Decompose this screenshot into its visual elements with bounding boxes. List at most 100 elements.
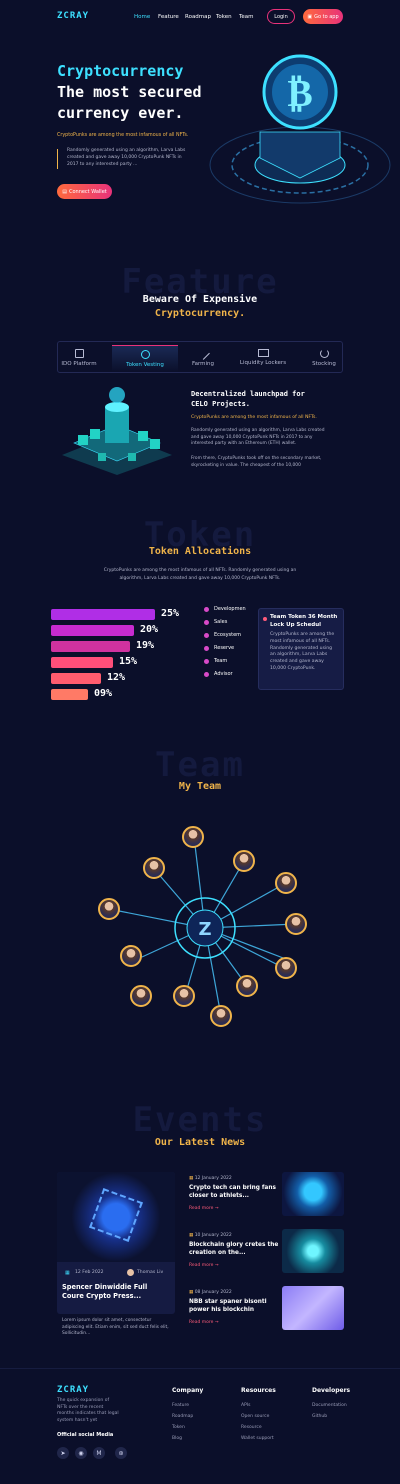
tab-liquidity-lockers[interactable]: Liquidity Lockers xyxy=(230,345,296,372)
footer-link[interactable]: Open source xyxy=(241,1414,270,1419)
lockup-title-2: Lock Up Schedul xyxy=(270,622,322,628)
footer-link[interactable]: Documentation xyxy=(312,1403,347,1408)
news-title-2[interactable]: power his blockchin xyxy=(189,1307,254,1313)
read-more-link[interactable]: Read more → xyxy=(189,1320,219,1325)
arrow-right-icon: → xyxy=(213,1206,219,1211)
legend-label: Ecosystem xyxy=(214,632,242,638)
nav-token[interactable]: Token xyxy=(216,14,232,20)
allocation-bar xyxy=(51,657,113,668)
legend-dot xyxy=(204,619,209,625)
telegram-icon[interactable]: ➤ xyxy=(57,1447,69,1459)
team-avatar[interactable] xyxy=(130,985,152,1007)
news-title: Our Latest News xyxy=(154,1137,246,1148)
nav-team[interactable]: Team xyxy=(239,14,254,20)
read-more-label: Read more xyxy=(189,1320,214,1325)
legend-label: Developmen xyxy=(214,606,246,612)
feature-ghost-heading: Feature xyxy=(121,262,279,302)
tab-stocking[interactable]: Stocking xyxy=(291,345,357,372)
nav-feature[interactable]: Feature xyxy=(158,14,179,20)
logo[interactable]: ZCRAY xyxy=(57,11,90,21)
footer-link[interactable]: Token xyxy=(172,1425,185,1430)
legend-item: Sales xyxy=(204,619,227,625)
discord-icon[interactable]: ◉ xyxy=(75,1447,87,1459)
news-date: ▦ 12 January 2022 xyxy=(189,1175,232,1182)
allocation-percent: 19% xyxy=(136,640,155,651)
calendar-icon: ▦ xyxy=(189,1290,195,1295)
team-avatar[interactable] xyxy=(236,975,258,997)
bitcoin-icon: ₿ xyxy=(287,71,312,115)
team-avatar[interactable] xyxy=(120,945,142,967)
nav-roadmap[interactable]: Roadmap xyxy=(185,14,212,20)
footer-link[interactable]: Resource xyxy=(241,1425,262,1430)
feature-title-2: Cryptocurrency. xyxy=(154,308,246,319)
footer-col-developers-title: Developers xyxy=(312,1387,351,1394)
footer-logo[interactable]: ZCRAY xyxy=(57,1385,90,1395)
footer-link[interactable]: Blog xyxy=(172,1436,182,1441)
featured-title-1: Spencer Dinwiddie Full xyxy=(62,1283,148,1291)
layers-icon xyxy=(74,349,84,358)
team-avatar[interactable] xyxy=(233,850,255,872)
news-title-1[interactable]: NBB star spaner bisonti xyxy=(189,1299,267,1305)
feature-heading-1: Decentralized launchpad for xyxy=(191,390,305,398)
read-more-label: Read more xyxy=(189,1206,214,1211)
calendar-icon: ▦ xyxy=(65,1270,70,1276)
team-avatar[interactable] xyxy=(210,1005,232,1027)
footer-link[interactable]: Github xyxy=(312,1414,328,1419)
team-avatar[interactable] xyxy=(173,985,195,1007)
news-thumbnail[interactable] xyxy=(282,1172,344,1216)
legend-dot xyxy=(204,606,209,612)
hero-description: Randomly generated using an algorithm, L… xyxy=(67,148,186,167)
allocation-percent: 15% xyxy=(119,656,138,667)
pedestal xyxy=(259,131,341,179)
legend-item: Advisor xyxy=(204,671,233,677)
team-avatar[interactable] xyxy=(285,913,307,935)
allocation-percent: 12% xyxy=(107,672,126,683)
team-avatar[interactable] xyxy=(182,826,204,848)
nav-home[interactable]: Home xyxy=(134,14,151,20)
feature-tabs xyxy=(57,341,343,373)
read-more-link[interactable]: Read more → xyxy=(189,1263,219,1268)
tab-farming[interactable]: Farming xyxy=(170,345,236,372)
pie-icon xyxy=(319,349,329,358)
team-avatar[interactable] xyxy=(275,872,297,894)
feature-tagline: CryptoPunks are among the most infamous … xyxy=(191,415,317,420)
footer-link[interactable]: Feature xyxy=(172,1403,190,1408)
medium-icon[interactable]: M xyxy=(93,1447,105,1459)
connect-wallet-label: Connect Wallet xyxy=(68,188,107,195)
allocation-bar xyxy=(51,689,88,700)
team-ghost-heading: Team xyxy=(155,745,245,785)
hero-title-2: The most secured xyxy=(57,83,202,101)
news-thumbnail[interactable] xyxy=(282,1229,344,1273)
github-icon[interactable]: ⊛ xyxy=(115,1447,127,1459)
footer-social-title: Official social Media xyxy=(57,1432,114,1438)
feature-title-1: Beware Of Expensive xyxy=(142,294,258,305)
tab-ido-platform[interactable]: IDO Platform xyxy=(46,345,112,372)
login-button[interactable]: Login xyxy=(267,9,295,24)
featured-news-card[interactable]: ▦ 12 Feb 2022 Thomas Liv Spencer Dinwidd… xyxy=(57,1172,175,1314)
footer-link[interactable]: Roadmap xyxy=(172,1414,194,1419)
news-title-2[interactable]: closer to athlets... xyxy=(189,1193,249,1199)
connect-wallet-button[interactable]: ▤ Connect Wallet xyxy=(57,184,112,199)
tab-token-vesting-label: Token Vesting xyxy=(126,362,164,368)
read-more-link[interactable]: Read more → xyxy=(189,1206,219,1211)
tab-liquidity-lockers-label: Liquidity Lockers xyxy=(239,360,287,366)
team-avatar[interactable] xyxy=(98,898,120,920)
author-avatar xyxy=(127,1269,134,1276)
news-thumbnail[interactable] xyxy=(282,1286,344,1330)
news-date-text: 12 January 2022 xyxy=(194,1176,232,1181)
news-title-1[interactable]: Blockchain glory cretes the xyxy=(189,1242,279,1248)
tab-farming-label: Farming xyxy=(191,361,215,367)
team-avatar[interactable] xyxy=(143,857,165,879)
footer-link[interactable]: Wallet support xyxy=(241,1436,274,1441)
footer-col-resources-title: Resources xyxy=(241,1387,276,1394)
go-to-app-button[interactable]: ▣ Go to app xyxy=(303,9,343,24)
news-title-2[interactable]: creation on the... xyxy=(189,1250,246,1256)
news-title-1[interactable]: Crypto tech can bring fans xyxy=(189,1185,276,1191)
tab-token-vesting[interactable]: Token Vesting xyxy=(112,345,178,372)
hero-title-3: currency ever. xyxy=(57,104,184,122)
legend-label: Team xyxy=(214,658,228,664)
footer-link[interactable]: APIs xyxy=(241,1403,251,1408)
team-avatar[interactable] xyxy=(275,957,297,979)
legend-item: Ecosystem xyxy=(204,632,241,638)
lockup-title-1: Team Token 36 Month xyxy=(270,614,338,620)
